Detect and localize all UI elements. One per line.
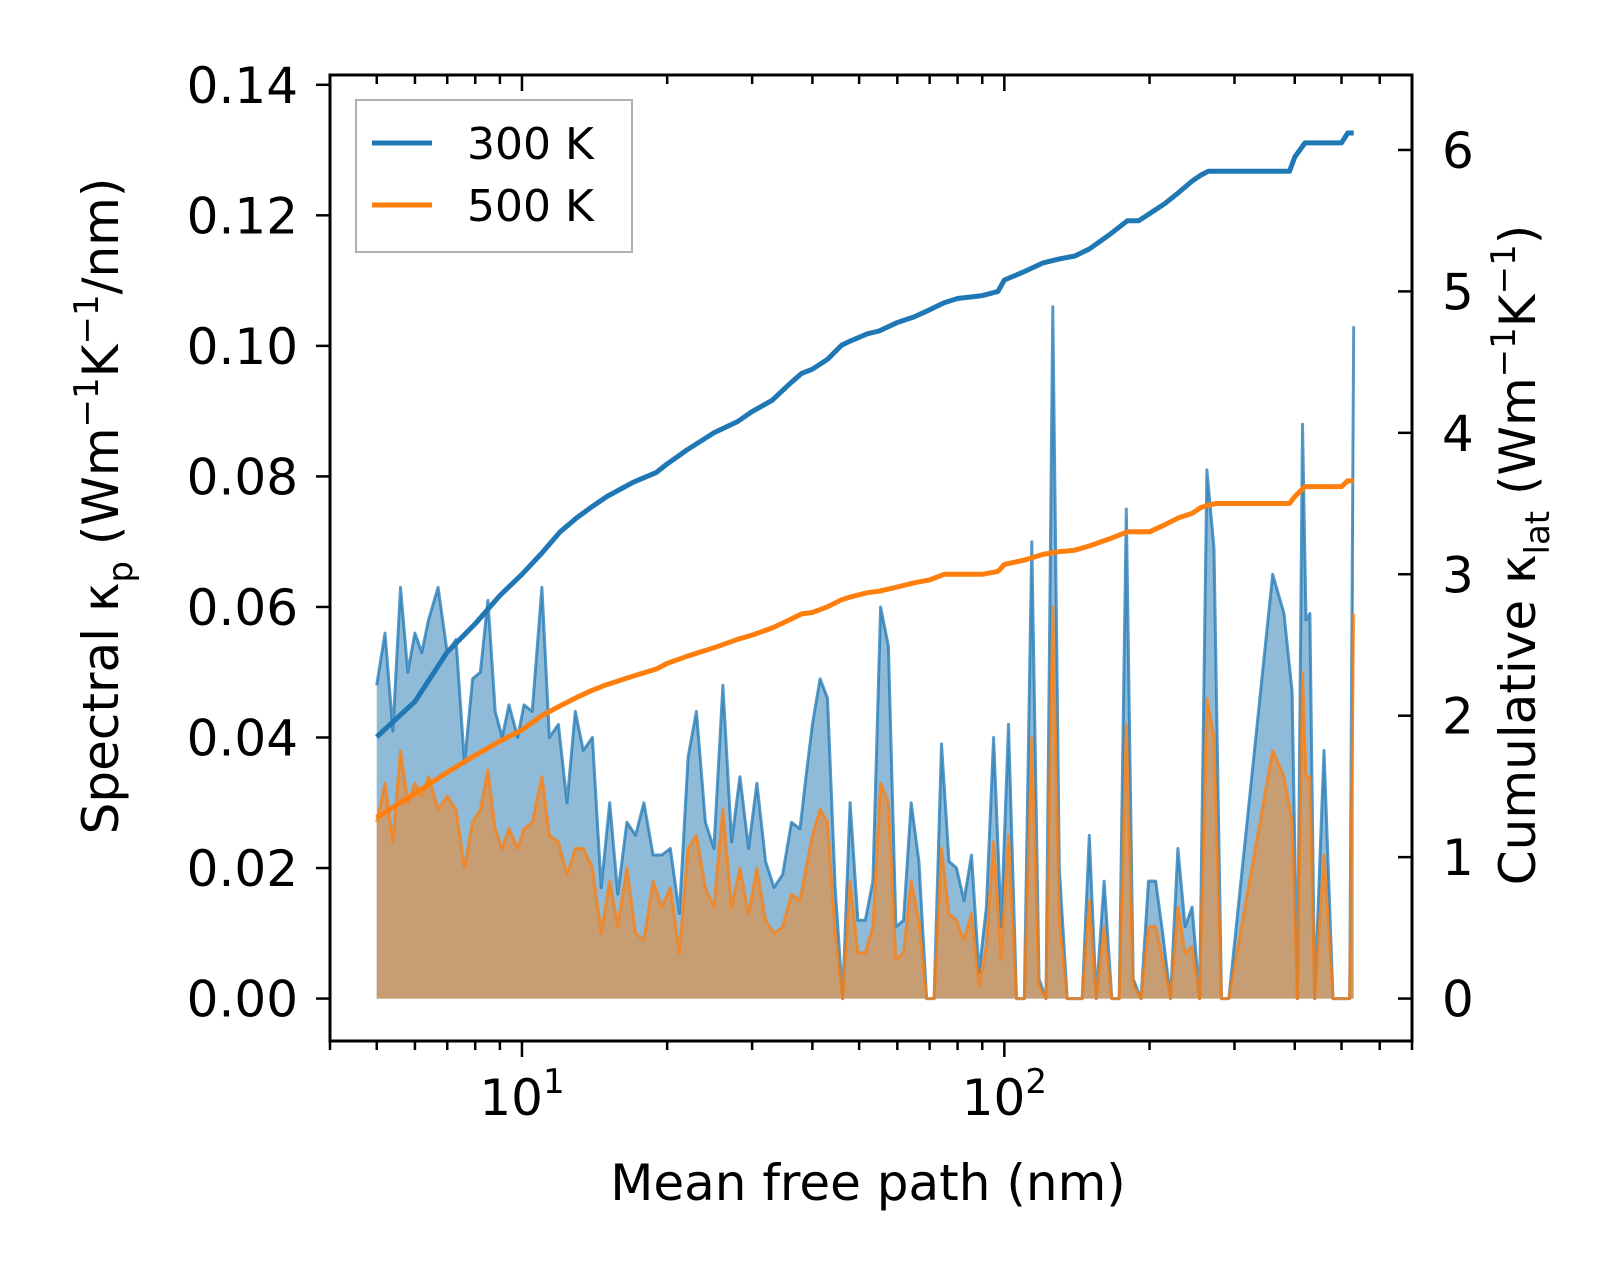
- legend-box: [355, 99, 633, 253]
- y-left-tick-label: 0.02: [187, 840, 298, 898]
- y-left-tick-label: 0.12: [187, 187, 298, 245]
- x-tick-label: 102: [962, 1062, 1047, 1127]
- y-right-tick-label: 1: [1442, 829, 1474, 887]
- plot-area: [375, 130, 1356, 1001]
- spectral-line-500k: [375, 605, 1356, 1001]
- axes: 101 1020.000.020.040.060.080.100.120.1401…: [187, 57, 1474, 1127]
- x-tick-exponent: 1: [543, 1062, 565, 1102]
- y-left-tick-label: 0.14: [187, 57, 298, 115]
- x-tick-base: 10: [962, 1069, 1026, 1127]
- cumulative-line-500k: [375, 478, 1354, 820]
- y-right-tick-label: 0: [1442, 971, 1474, 1029]
- legend-label-300k: 300 K: [467, 119, 595, 170]
- y-axis-left-label: Spectral κp (Wm−1K−1/nm): [67, 178, 141, 835]
- legend-label-500k: 500 K: [467, 181, 595, 232]
- spectral-area-500k: [376, 607, 1354, 999]
- y-left-tick-label: 0.00: [187, 971, 298, 1029]
- y-right-tick-label: 3: [1442, 546, 1474, 604]
- y-axis-right-label: Cumulative κlat (Wm−1K−1): [1484, 225, 1558, 885]
- legend: 300 K 500 K: [355, 99, 633, 253]
- y-left-tick-label: 0.06: [187, 579, 298, 637]
- y-right-tick-label: 5: [1442, 263, 1474, 321]
- y-right-tick-label: 4: [1442, 405, 1474, 463]
- plot-frame: [328, 73, 1414, 1043]
- x-tick-label: 101: [479, 1062, 564, 1127]
- x-axis-label: Mean free path (nm): [610, 1154, 1126, 1212]
- y-right-tick-label: 2: [1442, 688, 1474, 746]
- x-tick-base: 10: [479, 1069, 543, 1127]
- cumulative-line-300k: [375, 130, 1354, 739]
- spectral-line-300k: [375, 305, 1356, 1001]
- y-left-tick-label: 0.04: [187, 709, 298, 767]
- y-left-tick-label: 0.08: [187, 448, 298, 506]
- x-tick-exponent: 2: [1025, 1062, 1047, 1102]
- y-left-tick-label: 0.10: [187, 318, 298, 376]
- y-right-tick-label: 6: [1442, 122, 1474, 180]
